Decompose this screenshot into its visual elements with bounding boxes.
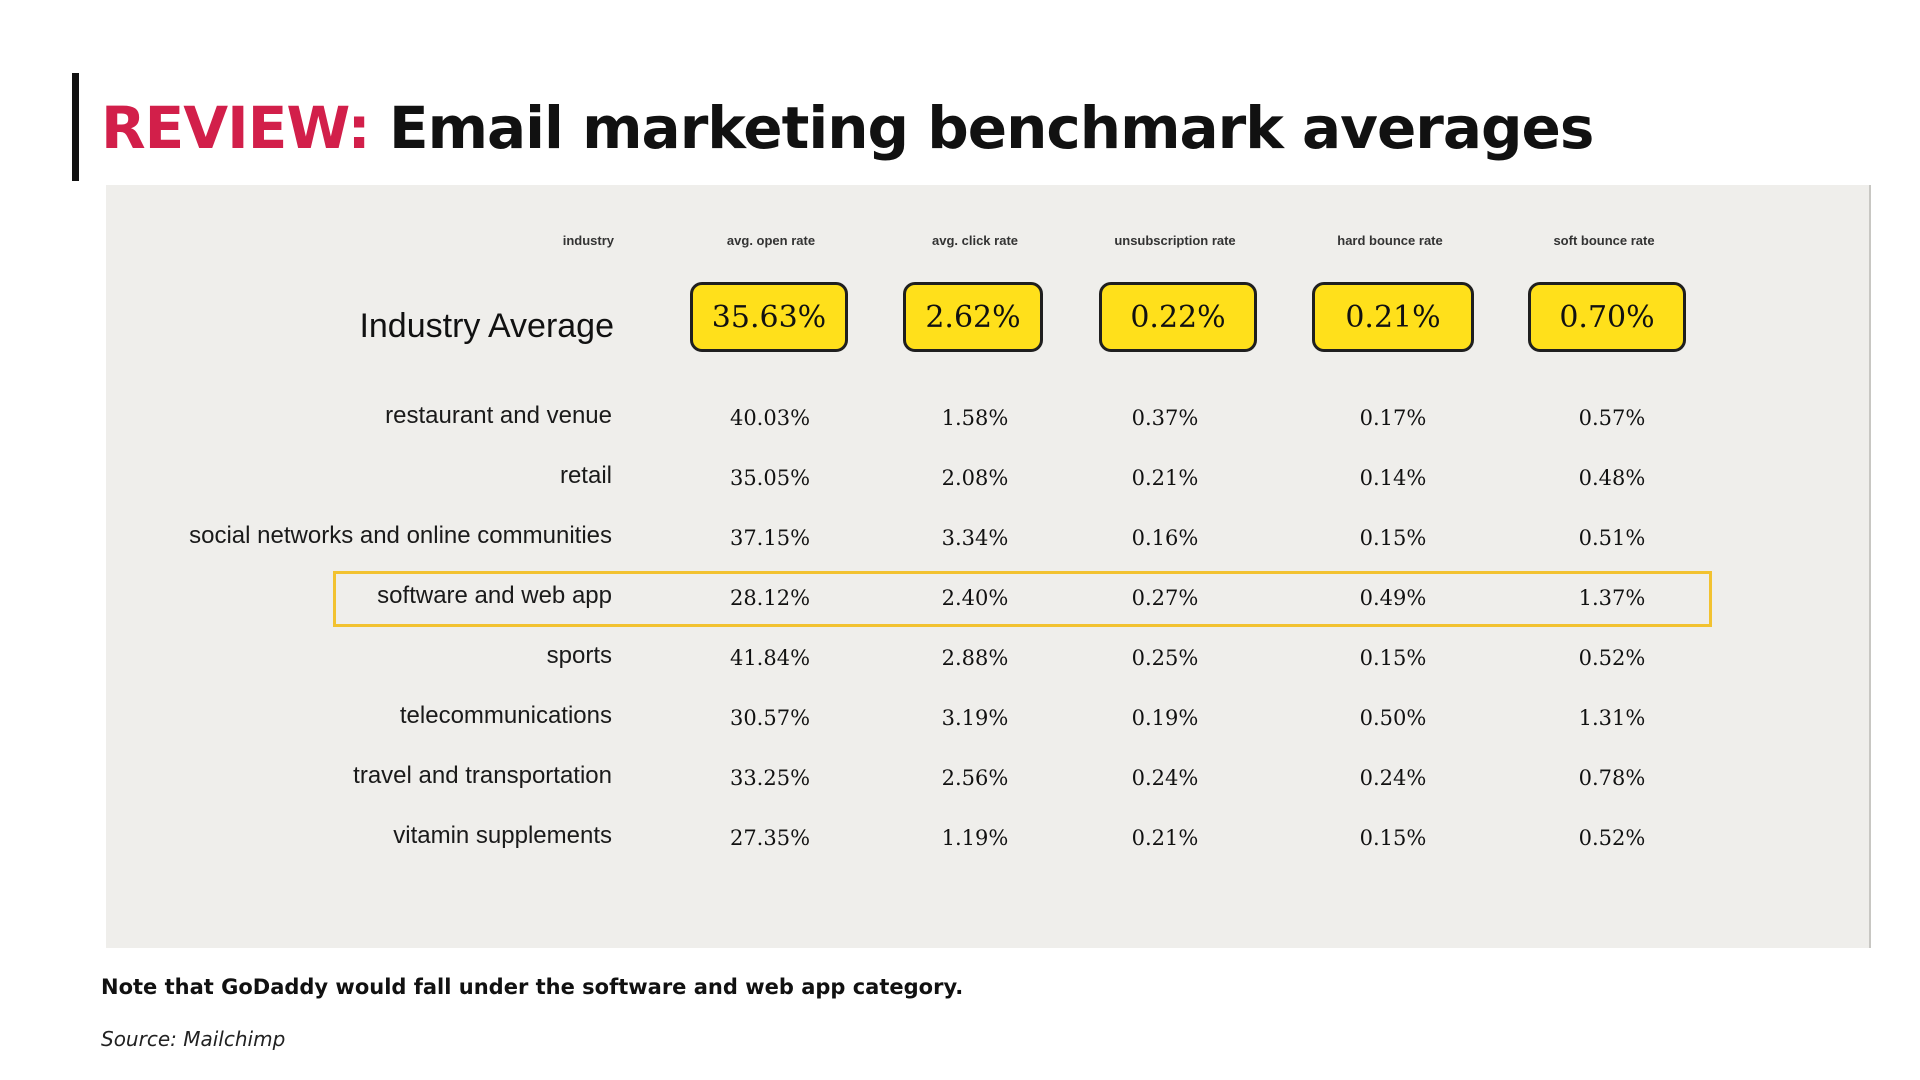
cell-unsubscription-rate: 0.19% <box>1131 706 1199 730</box>
row-label: telecommunications <box>399 702 612 729</box>
cell-click-rate: 3.34% <box>941 526 1009 550</box>
cell-click-rate: 2.88% <box>941 646 1009 670</box>
cell-soft-bounce-rate: 1.31% <box>1578 706 1646 730</box>
cell-hard-bounce-rate: 0.24% <box>1359 766 1427 790</box>
header-industry: industry <box>562 233 614 248</box>
cell-soft-bounce-rate: 0.57% <box>1578 406 1646 430</box>
cell-unsubscription-rate: 0.16% <box>1131 526 1199 550</box>
cell-click-rate: 2.08% <box>941 466 1009 490</box>
cell-hard-bounce-rate: 0.15% <box>1359 526 1427 550</box>
row-label: software and web app <box>377 582 612 609</box>
row-label: retail <box>559 462 612 489</box>
industry-average-soft-bounce-rate: 0.70% <box>1528 282 1686 352</box>
cell-unsubscription-rate: 0.37% <box>1131 406 1199 430</box>
cell-hard-bounce-rate: 0.14% <box>1359 466 1427 490</box>
cell-click-rate: 1.19% <box>941 826 1009 850</box>
cell-click-rate: 1.58% <box>941 406 1009 430</box>
cell-unsubscription-rate: 0.25% <box>1131 646 1199 670</box>
cell-soft-bounce-rate: 0.52% <box>1578 826 1646 850</box>
title-text: Email marketing benchmark averages <box>388 94 1594 162</box>
footnote: Note that GoDaddy would fall under the s… <box>101 975 964 999</box>
row-label: travel and transportation <box>353 762 612 789</box>
row-label: vitamin supplements <box>393 822 612 849</box>
header-click-rate: avg. click rate <box>932 233 1018 248</box>
cell-hard-bounce-rate: 0.50% <box>1359 706 1427 730</box>
cell-hard-bounce-rate: 0.15% <box>1359 646 1427 670</box>
cell-open-rate: 30.57% <box>729 706 811 730</box>
row-label: sports <box>546 642 612 669</box>
cell-soft-bounce-rate: 1.37% <box>1578 586 1646 610</box>
cell-click-rate: 3.19% <box>941 706 1009 730</box>
cell-click-rate: 2.40% <box>941 586 1009 610</box>
cell-hard-bounce-rate: 0.49% <box>1359 586 1427 610</box>
software-row-highlight <box>333 571 1712 627</box>
cell-unsubscription-rate: 0.24% <box>1131 766 1199 790</box>
industry-average-click-rate: 2.62% <box>903 282 1043 352</box>
header-soft-bounce-rate: soft bounce rate <box>1553 233 1655 248</box>
cell-open-rate: 40.03% <box>729 406 811 430</box>
industry-average-label: Industry Average <box>359 307 614 345</box>
cell-click-rate: 2.56% <box>941 766 1009 790</box>
cell-hard-bounce-rate: 0.15% <box>1359 826 1427 850</box>
cell-unsubscription-rate: 0.27% <box>1131 586 1199 610</box>
cell-hard-bounce-rate: 0.17% <box>1359 406 1427 430</box>
title-accent-bar <box>72 73 79 181</box>
industry-average-unsubscription-rate: 0.22% <box>1099 282 1257 352</box>
row-label: restaurant and venue <box>385 402 612 429</box>
cell-open-rate: 35.05% <box>729 466 811 490</box>
cell-open-rate: 37.15% <box>729 526 811 550</box>
cell-open-rate: 27.35% <box>729 826 811 850</box>
industry-average-open-rate: 35.63% <box>690 282 848 352</box>
source-citation: Source: Mailchimp <box>101 1027 286 1051</box>
cell-open-rate: 28.12% <box>729 586 811 610</box>
cell-soft-bounce-rate: 0.52% <box>1578 646 1646 670</box>
header-unsubscription-rate: unsubscription rate <box>1114 233 1236 248</box>
row-label: social networks and online communities <box>189 522 612 549</box>
cell-soft-bounce-rate: 0.48% <box>1578 466 1646 490</box>
cell-soft-bounce-rate: 0.51% <box>1578 526 1646 550</box>
header-open-rate: avg. open rate <box>726 233 816 248</box>
cell-unsubscription-rate: 0.21% <box>1131 466 1199 490</box>
cell-soft-bounce-rate: 0.78% <box>1578 766 1646 790</box>
header-hard-bounce-rate: hard bounce rate <box>1337 233 1443 248</box>
cell-unsubscription-rate: 0.21% <box>1131 826 1199 850</box>
page-title: REVIEW: Email marketing benchmark averag… <box>101 88 1594 168</box>
title-accent: REVIEW: <box>101 94 371 162</box>
cell-open-rate: 41.84% <box>729 646 811 670</box>
industry-average-hard-bounce-rate: 0.21% <box>1312 282 1474 352</box>
cell-open-rate: 33.25% <box>729 766 811 790</box>
